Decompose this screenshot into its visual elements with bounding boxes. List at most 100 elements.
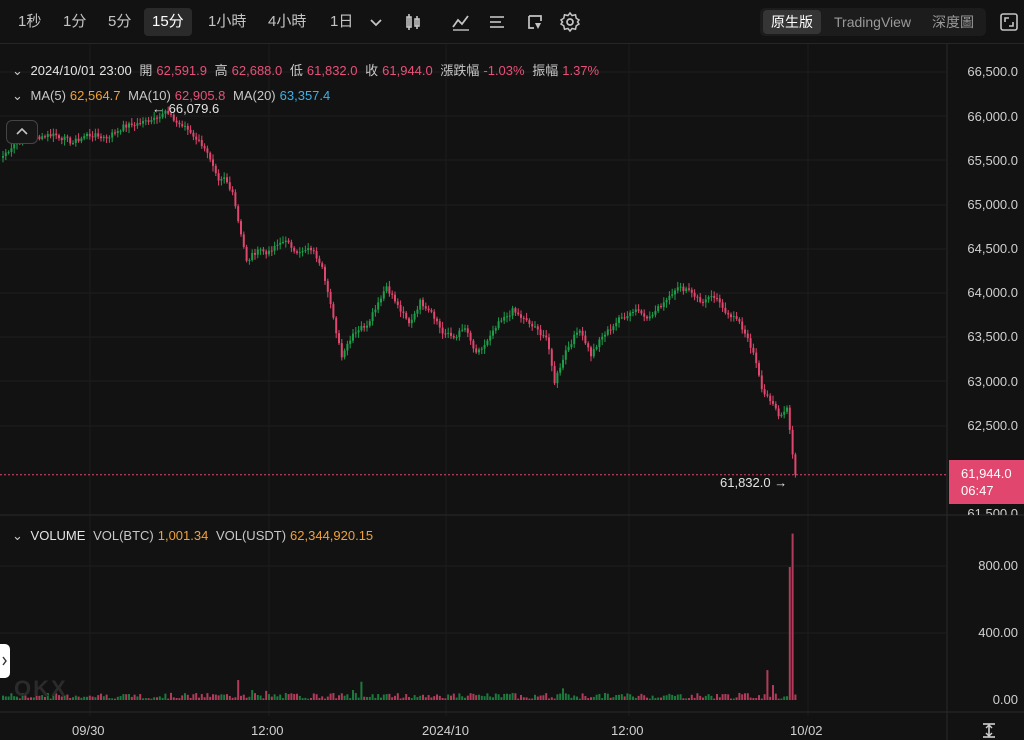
timeframe-15m[interactable]: 15分 — [144, 8, 192, 36]
price-axis-tick: 65,000.0 — [967, 197, 1018, 212]
chevron-up-icon — [16, 127, 28, 135]
candle-body — [184, 125, 186, 127]
candle-body — [668, 295, 671, 300]
candle-body — [567, 347, 570, 351]
candle-body — [366, 325, 368, 328]
candle-body — [676, 287, 679, 291]
candle-body — [310, 247, 312, 251]
volume-usdt-label: VOL(USDT) — [215, 528, 287, 543]
timeframe-1h[interactable]: 1小時 — [208, 13, 247, 30]
candle-body — [413, 313, 416, 320]
chevron-down-icon[interactable]: ⌄ — [12, 88, 23, 103]
timeframe-5m[interactable]: 5分 — [108, 13, 132, 30]
candle-body — [648, 316, 651, 319]
chevron-down-icon[interactable]: ⌄ — [12, 528, 23, 543]
legend-amplitude-label: 振幅 — [532, 63, 559, 78]
volume-bar — [88, 695, 91, 700]
volume-bar — [436, 694, 438, 700]
volume-bar — [508, 694, 511, 700]
candle-body — [203, 146, 206, 149]
template-icon[interactable] — [522, 9, 548, 35]
candle-body — [198, 139, 200, 141]
volume-bar — [648, 698, 651, 700]
volume-bar — [522, 697, 525, 700]
candle-body — [671, 294, 674, 296]
collapse-legend-button[interactable] — [6, 120, 38, 144]
volume-bar — [562, 688, 564, 700]
candle-body — [276, 244, 279, 246]
candle-body — [483, 344, 486, 349]
volume-bar — [766, 670, 769, 700]
candle-body — [713, 295, 716, 299]
candle-body — [559, 367, 562, 373]
candle-body — [464, 328, 466, 330]
volume-bar — [388, 693, 391, 700]
candle-body — [562, 359, 564, 368]
candle-body — [254, 253, 256, 255]
volume-bar — [447, 694, 450, 700]
settings-icon[interactable] — [557, 9, 583, 35]
candle-body — [480, 348, 483, 350]
candle-body — [408, 318, 410, 324]
volume-bar — [130, 696, 133, 700]
candle-body — [77, 138, 80, 142]
volume-bar — [760, 698, 763, 700]
price-axis-tick: 63,000.0 — [967, 374, 1018, 389]
candle-body — [651, 314, 654, 317]
volume-bar — [452, 693, 455, 700]
candle-body — [172, 114, 175, 121]
volume-bar — [293, 694, 296, 700]
candle-body — [192, 132, 195, 137]
candle-body — [542, 335, 545, 337]
chevron-down-icon[interactable]: ⌄ — [12, 63, 23, 78]
timeframe-1s[interactable]: 1秒 — [18, 13, 42, 30]
volume-bar — [679, 694, 682, 700]
drawing-tools-icon[interactable] — [484, 9, 510, 35]
candle-type-icon[interactable] — [400, 9, 426, 35]
volume-bar — [60, 696, 63, 700]
candle-body — [13, 144, 16, 149]
candle-body — [340, 343, 343, 358]
legend-open-label: 開 — [139, 63, 153, 78]
low-price-marker: 61,832.0 → — [720, 475, 788, 490]
timeframe-4h[interactable]: 4小時 — [268, 13, 307, 30]
candle-body — [382, 291, 385, 299]
volume-bar — [385, 694, 388, 700]
candle-body — [4, 152, 7, 157]
candle-body — [444, 333, 447, 335]
volume-bar — [97, 695, 100, 700]
candle-body — [788, 407, 791, 430]
candle-body — [595, 347, 598, 350]
volume-bar — [223, 694, 226, 700]
volume-bar — [380, 697, 382, 700]
volume-bar — [195, 693, 198, 700]
mode-native[interactable]: 原生版 — [763, 10, 821, 34]
candle-body — [587, 343, 590, 348]
axis-scale-icon[interactable] — [978, 720, 1000, 740]
candle-body — [657, 306, 660, 312]
candle-body — [321, 263, 324, 267]
volume-bar — [769, 696, 772, 700]
volume-bar — [590, 697, 592, 700]
timeframe-1m[interactable]: 1分 — [63, 13, 87, 30]
mode-tradingview[interactable]: TradingView — [834, 14, 912, 30]
volume-bar — [478, 694, 480, 700]
timeframe-1d[interactable]: 1日 — [330, 13, 354, 30]
volume-bar — [542, 695, 545, 700]
candle-body — [458, 330, 461, 338]
candle-body — [618, 317, 620, 323]
candle-body — [396, 301, 399, 305]
candle-body — [136, 123, 139, 126]
candle-body — [422, 299, 424, 307]
mode-depth[interactable]: 深度圖 — [932, 14, 974, 30]
fullscreen-icon[interactable] — [996, 9, 1022, 35]
candle-body — [629, 312, 632, 317]
volume-bar — [598, 693, 601, 700]
volume-bar — [156, 697, 158, 700]
candle-body — [189, 129, 192, 133]
side-panel-handle[interactable] — [0, 644, 10, 678]
volume-bar — [464, 697, 466, 700]
indicator-icon[interactable] — [448, 9, 474, 35]
chevron-down-icon[interactable] — [363, 9, 389, 35]
price-chart[interactable] — [0, 44, 1024, 740]
